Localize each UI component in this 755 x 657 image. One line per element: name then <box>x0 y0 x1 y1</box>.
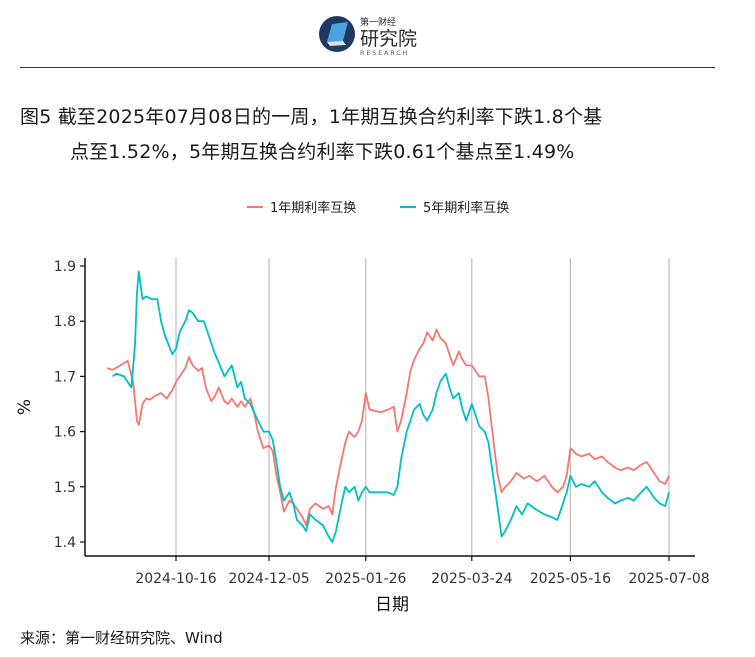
chart: 1年期利率互换 5年期利率互换 1.4 1.5 1.6 1.7 1.8 1.9 2024-… <box>15 200 710 615</box>
legend-label-5y: 5年期利率互换 <box>423 200 509 216</box>
y-ticks: 1.4 1.5 1.6 1.7 1.8 1.9 <box>54 259 85 551</box>
y-tick-label: 1.7 <box>54 369 76 385</box>
x-tick-label: 2025-01-26 <box>325 571 406 587</box>
x-tick-label: 2024-12-05 <box>228 571 309 587</box>
chart-title-line-2: 点至1.52%，5年期互换合约利率下跌0.61个基点至1.49% <box>70 141 575 163</box>
source-note: 来源：第一财经研究院、Wind <box>20 629 223 647</box>
legend-label-1y: 1年期利率互换 <box>270 200 356 216</box>
x-tick-label: 2025-03-24 <box>431 571 512 587</box>
series-line-1y <box>106 328 670 527</box>
x-ticks: 2024-10-16 2024-12-05 2025-01-26 2025-03-24… <box>135 556 710 587</box>
legend: 1年期利率互换 5年期利率互换 <box>247 200 509 216</box>
x-tick-label: 2025-07-08 <box>628 571 709 587</box>
x-tick-label: 2025-05-16 <box>530 571 611 587</box>
y-tick-label: 1.6 <box>54 425 76 441</box>
axes <box>84 258 695 557</box>
brand-logo: 第一财经 研究院 RESEARCH <box>319 16 417 57</box>
gridlines <box>175 258 670 556</box>
x-tick-label: 2024-10-16 <box>135 571 216 587</box>
x-axis-title: 日期 <box>375 595 409 615</box>
series-line-5y <box>112 270 670 543</box>
brand-en: RESEARCH <box>360 49 409 57</box>
series-lines <box>106 270 670 543</box>
y-tick-label: 1.5 <box>54 480 76 496</box>
chart-title-line-1: 图5 截至2025年07月08日的一周，1年期互换合约利率下跌1.8个基 <box>20 106 603 128</box>
y-tick-label: 1.8 <box>54 314 76 330</box>
brand-cn-big: 研究院 <box>360 28 417 50</box>
y-axis-title: % <box>15 399 35 415</box>
y-tick-label: 1.9 <box>54 259 76 275</box>
brand-cn-small: 第一财经 <box>360 16 396 28</box>
logo-emblem-icon <box>319 16 355 52</box>
header-divider <box>20 67 715 68</box>
y-tick-label: 1.4 <box>54 535 76 551</box>
